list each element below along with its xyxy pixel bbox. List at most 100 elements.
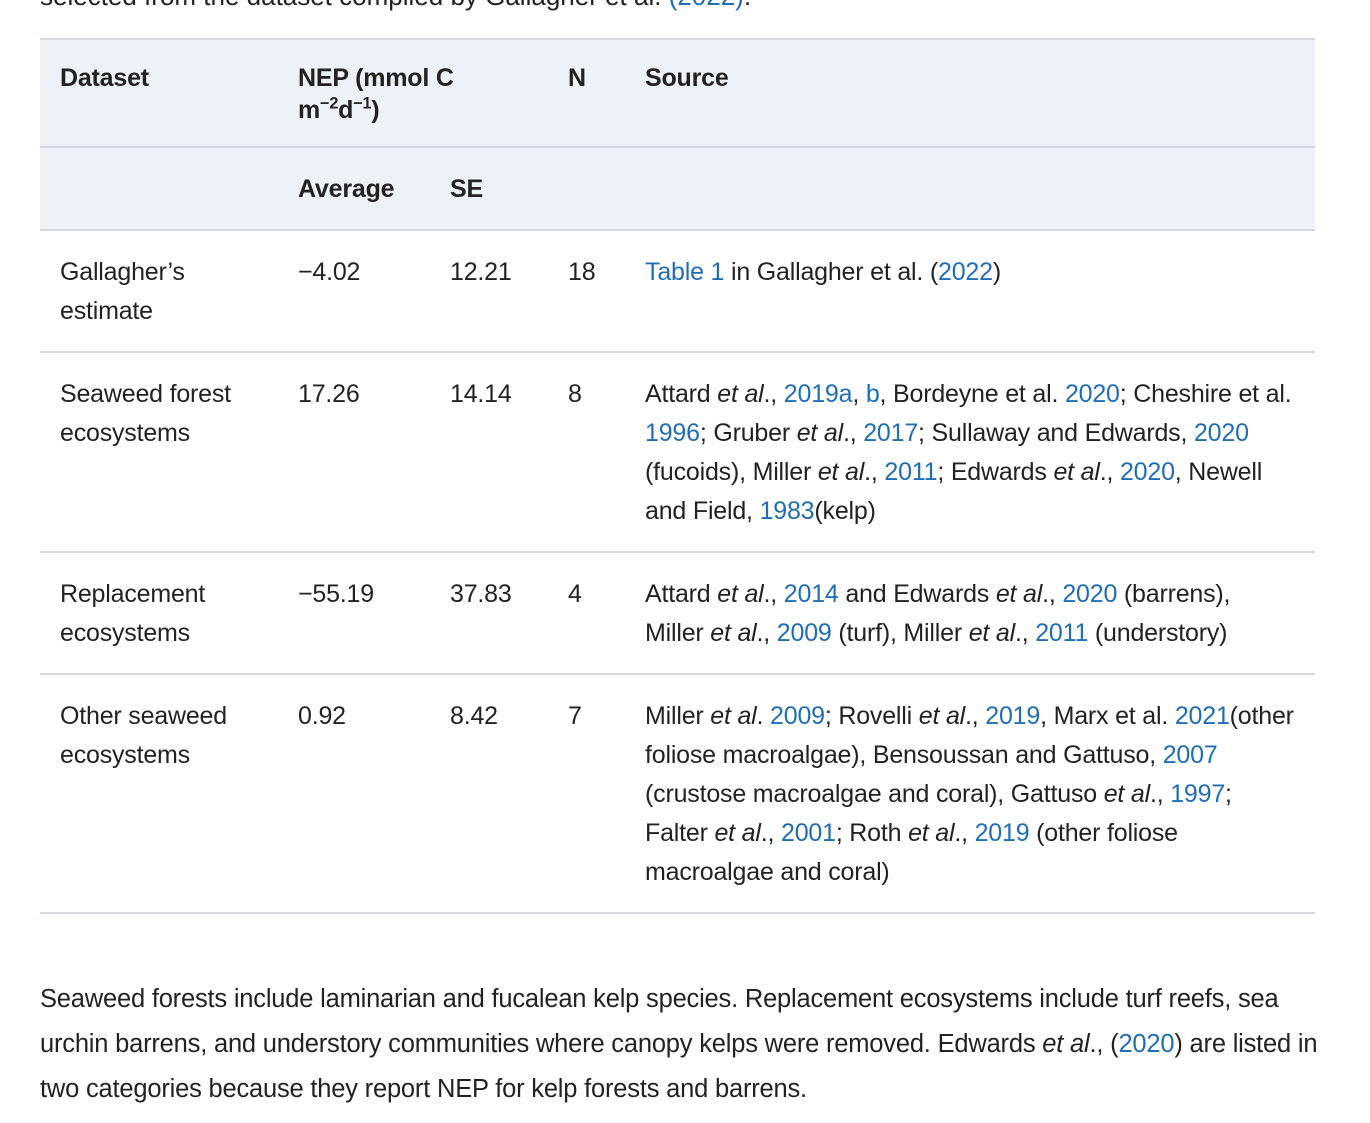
citation-link[interactable]: 2009 xyxy=(770,702,825,730)
citation-link[interactable]: 2020 xyxy=(1193,419,1249,447)
text-run: ; Sullaway and Edwards, xyxy=(918,419,1194,447)
header-cell: Dataset xyxy=(40,38,278,148)
text-run: ., xyxy=(763,580,784,608)
citation-link[interactable]: 2014 xyxy=(783,580,839,608)
header-cell: NEP (mmol C m−2d−1) xyxy=(278,38,549,148)
text-run: NEP (mmol C m xyxy=(298,64,454,124)
citation-link[interactable]: (2022) xyxy=(669,0,744,11)
text-run: (other foliose macroalgae), Bensoussan a… xyxy=(645,702,1294,769)
n-cell: 18 xyxy=(548,230,626,353)
text-run: ., xyxy=(1149,780,1171,808)
n-cell: 8 xyxy=(548,352,626,553)
text-run: (barrens), Miller xyxy=(645,580,1231,647)
citation-link[interactable]: 2011 xyxy=(884,458,938,486)
superscript: −1 xyxy=(353,94,372,113)
citation-link[interactable]: 2011 xyxy=(1035,619,1089,647)
text-run: selected from the dataset compiled by Ga… xyxy=(40,0,669,11)
citation-link[interactable]: 2017 xyxy=(863,419,919,447)
text-run: . xyxy=(744,0,751,11)
se-cell: 14.14 xyxy=(430,352,549,553)
text-run: , Bordeyne et al. xyxy=(879,380,1065,408)
text-run: in Gallagher et al. ( xyxy=(724,258,938,286)
citation-link[interactable]: 2020 xyxy=(1062,580,1118,608)
header-cell: N xyxy=(548,38,626,148)
text-run: (fucoids), Miller xyxy=(645,458,818,486)
table-body: Gallagher’s estimate −4.02 12.21 18 Table 1 … xyxy=(40,230,1316,914)
table-row: Gallagher’s estimate −4.02 12.21 18 Table 1 … xyxy=(40,230,1316,353)
citation-link[interactable]: 2019 xyxy=(985,702,1041,730)
text-run: ., xyxy=(756,619,777,647)
text-run: Seaweed forests include laminarian and f… xyxy=(40,985,1279,1058)
text-run: (understory) xyxy=(1088,619,1228,647)
citation-link[interactable]: 1997 xyxy=(1170,780,1226,808)
header-cell xyxy=(40,147,278,231)
text-run: ; Falter xyxy=(645,780,1232,847)
text-run: ; Roth xyxy=(835,819,909,847)
text-run: ., xyxy=(1014,619,1036,647)
header-cell: Average xyxy=(278,147,430,231)
dataset-cell: Gallagher’s estimate xyxy=(40,230,278,353)
text-run: ) xyxy=(992,258,1001,286)
citation-link[interactable]: 2022 xyxy=(938,258,993,286)
italic-text: et al xyxy=(1053,458,1100,486)
italic-text: et al xyxy=(1103,780,1150,808)
n-cell: 7 xyxy=(548,674,626,914)
citation-link[interactable]: 2020 xyxy=(1064,380,1120,408)
citation-link[interactable]: 1983 xyxy=(759,497,815,525)
average-cell: −55.19 xyxy=(278,552,430,675)
average-cell: 17.26 xyxy=(278,352,430,553)
text-run: ., xyxy=(760,819,781,847)
text-run: Attard xyxy=(645,580,718,608)
citation-link[interactable]: Table 1 xyxy=(645,258,725,286)
text-run: , Newell and Field, xyxy=(645,458,1263,525)
citation-link[interactable]: 2019 xyxy=(974,819,1030,847)
citation-link[interactable]: 2009 xyxy=(776,619,832,647)
intro-text: selected from the dataset compiled by Ga… xyxy=(40,0,751,16)
citation-link[interactable]: 2007 xyxy=(1162,741,1218,769)
se-cell: 8.42 xyxy=(430,674,549,914)
header-cell: Source xyxy=(625,38,1316,148)
text-run: and Edwards xyxy=(838,580,996,608)
data-table: Dataset NEP (mmol C m−2d−1) N Source Ave… xyxy=(40,38,1316,914)
italic-text: et al xyxy=(717,380,764,408)
citation-link[interactable]: 2019a xyxy=(783,380,853,408)
italic-text: et al xyxy=(710,702,757,730)
italic-text: et al xyxy=(995,580,1043,608)
text-run: ., xyxy=(965,702,986,730)
citation-link[interactable]: 1996 xyxy=(645,419,700,447)
text-run: Attard xyxy=(645,380,718,408)
text-run: (other foliose macroalgae and coral) xyxy=(645,819,1178,886)
table-row: Seaweed forest ecosystems 17.26 14.14 8 Atta… xyxy=(40,352,1316,553)
source-cell: Attard et al., 2014 and Edwards et al., … xyxy=(625,552,1316,675)
italic-text: et al xyxy=(714,819,761,847)
citation-link[interactable]: 2020 xyxy=(1118,1030,1175,1058)
text-run: ., xyxy=(954,819,975,847)
citation-link[interactable]: 2020 xyxy=(1119,458,1175,486)
average-cell: 0.92 xyxy=(278,674,430,914)
text-run: ., xyxy=(1042,580,1063,608)
italic-text: et al xyxy=(918,702,966,730)
text-run: (kelp) xyxy=(814,497,876,525)
text-run: (turf), Miller xyxy=(831,619,969,647)
text-run: d xyxy=(338,96,354,124)
text-run: (crustose macroalgae and coral), Gattuso xyxy=(645,780,1104,808)
citation-link[interactable]: 2021 xyxy=(1174,702,1230,730)
text-run: ) are listed in two categories because t… xyxy=(40,1030,1318,1103)
average-cell: −4.02 xyxy=(278,230,430,353)
header-row: Average SE xyxy=(40,147,1316,231)
dataset-cell: Other seaweed ecosystems xyxy=(40,674,278,914)
text-run: ., xyxy=(864,458,885,486)
header-cell: SE xyxy=(430,147,549,231)
dataset-cell: Seaweed forest ecosystems xyxy=(40,352,278,553)
text-run: , Marx et al. xyxy=(1040,702,1175,730)
italic-text: et al xyxy=(817,458,865,486)
se-cell: 37.83 xyxy=(430,552,549,675)
italic-text: et al xyxy=(796,419,843,447)
table-row: Other seaweed ecosystems 0.92 8.42 7 Miller … xyxy=(40,674,1316,914)
header-row: Dataset NEP (mmol C m−2d−1) N Source xyxy=(40,38,1316,148)
text-run: ., xyxy=(763,380,784,408)
citation-link[interactable]: b xyxy=(865,380,880,408)
se-cell: 12.21 xyxy=(430,230,549,353)
citation-link[interactable]: 2001 xyxy=(780,819,836,847)
